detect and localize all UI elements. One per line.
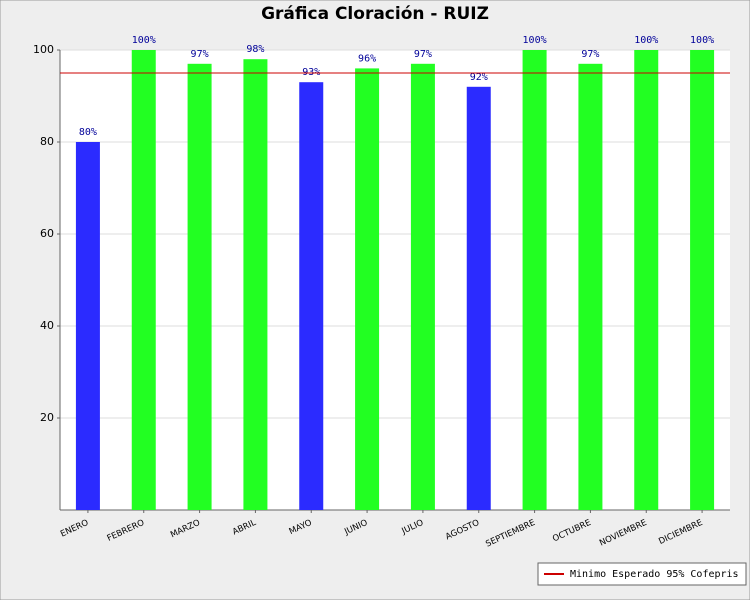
bar [410, 63, 435, 511]
bar [578, 63, 603, 511]
value-label: 100% [132, 35, 156, 46]
bar [690, 50, 715, 510]
value-label: 97% [581, 49, 599, 60]
bar [466, 86, 491, 511]
value-label: 80% [79, 127, 97, 138]
bar [634, 50, 659, 510]
legend-label: Minimo Esperado 95% Cofepris [570, 569, 739, 580]
bar [522, 50, 547, 510]
y-tick-label: 20 [40, 411, 54, 424]
value-label: 100% [690, 35, 714, 46]
value-label: 100% [523, 35, 547, 46]
bar [243, 59, 268, 510]
value-label: 100% [634, 35, 658, 46]
bar [131, 50, 156, 510]
value-label: 97% [191, 49, 209, 60]
y-tick-label: 100 [33, 43, 54, 56]
value-label: 97% [414, 49, 432, 60]
y-tick-label: 60 [40, 227, 54, 240]
bar [75, 142, 100, 510]
y-tick-label: 40 [40, 319, 54, 332]
bar [299, 82, 324, 510]
legend-box [537, 562, 747, 586]
value-label: 96% [358, 53, 376, 64]
bar [355, 68, 380, 511]
value-label: 98% [246, 44, 264, 55]
value-label: 92% [470, 72, 488, 83]
bar [187, 63, 212, 511]
plot-area [60, 50, 730, 510]
chart-title: Gráfica Cloración - RUIZ [261, 4, 489, 24]
y-tick-label: 80 [40, 135, 54, 148]
